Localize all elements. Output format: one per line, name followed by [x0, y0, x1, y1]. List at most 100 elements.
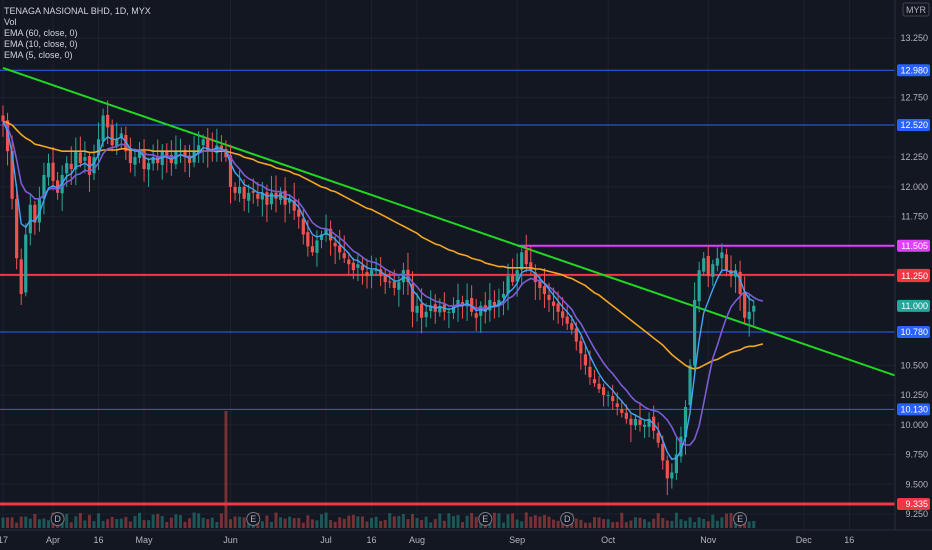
candle-body: [624, 412, 628, 419]
volume-bar: [715, 520, 719, 528]
volume-bar: [520, 521, 524, 528]
candle-body: [492, 301, 496, 306]
event-marker-circle: [560, 512, 575, 526]
volume-bar: [338, 517, 342, 528]
volume-bar: [65, 513, 69, 528]
candle-body: [5, 120, 10, 152]
candle-body: [142, 150, 146, 170]
candle-body: [288, 198, 292, 203]
volume-bar: [451, 516, 455, 528]
volume-bar: [615, 521, 619, 528]
volume-bar: [456, 514, 460, 528]
volume-bar: [392, 516, 396, 528]
y-tick-label: 12.000: [900, 182, 928, 192]
volume-bar: [383, 519, 387, 528]
candle-body: [747, 311, 751, 320]
volume-bar: [474, 516, 478, 528]
candle-body: [715, 258, 719, 266]
volume-bar: [297, 517, 301, 528]
event-marker-label: E: [250, 514, 256, 524]
y-tick-label: 12.750: [900, 93, 928, 103]
ema5-line: [2, 121, 755, 461]
volume-bar: [729, 513, 733, 528]
y-tick-label: 11.750: [901, 212, 928, 222]
candle-body: [506, 276, 510, 294]
volume-bar: [47, 520, 50, 528]
volume-bar: [647, 521, 651, 528]
volume-bar: [115, 518, 119, 528]
x-tick-label: Sep: [509, 535, 525, 545]
volume-bar: [215, 522, 219, 528]
volume-bar: [19, 516, 23, 528]
candle-body: [260, 192, 264, 200]
volume-bar: [156, 513, 160, 528]
volume-bar: [133, 516, 137, 528]
vol-legend-label[interactable]: Vol: [4, 17, 17, 27]
volume-bar: [556, 520, 560, 528]
x-tick-label: 16: [844, 535, 854, 545]
volume-bar: [292, 518, 296, 528]
price-badges: 12.98012.52011.50511.26010.78010.1309.33…: [897, 64, 930, 510]
candle-body: [315, 240, 319, 253]
candle-body: [115, 139, 119, 147]
symbol-title[interactable]: TENAGA NASIONAL BHD, 1D, MYX: [4, 6, 151, 16]
volume-bar: [606, 519, 610, 528]
candle-body: [242, 186, 246, 199]
candle-body: [92, 157, 96, 174]
volume-bar: [670, 520, 674, 528]
candle-body: [69, 163, 73, 170]
volume-bar: [306, 515, 310, 528]
candle-body: [447, 311, 451, 313]
volume-bar: [310, 519, 314, 528]
candle-body: [679, 436, 683, 457]
candle-body: [693, 299, 697, 366]
volume-bar: [470, 513, 474, 528]
volume-bar: [702, 518, 706, 528]
volume-bar: [620, 512, 624, 528]
candle-body: [137, 151, 142, 158]
event-marker-circle: [246, 512, 261, 526]
volume-bar: [370, 518, 374, 528]
candle-body: [206, 137, 210, 152]
ema60-legend-label[interactable]: EMA (60, close, 0): [4, 28, 78, 38]
price-badge: [897, 119, 930, 132]
ema5-legend-label[interactable]: EMA (5, close, 0): [4, 50, 73, 60]
volume-bar: [415, 518, 419, 528]
candle-body: [401, 270, 405, 283]
candle-body: [124, 134, 128, 152]
price-badge-label: 11.250: [901, 271, 928, 281]
candle-body: [65, 163, 69, 174]
event-marker-circle: [50, 512, 65, 526]
volume-bar: [515, 519, 519, 528]
candle-body: [588, 366, 592, 378]
candle-body: [233, 186, 237, 193]
volume-bar: [192, 512, 196, 528]
x-tick-label: May: [136, 535, 154, 545]
volume-bar: [734, 521, 738, 528]
volume-bar: [724, 513, 728, 528]
candle-body: [351, 262, 355, 271]
ema10-legend-label[interactable]: EMA (10, close, 0): [4, 39, 78, 49]
candle-body: [620, 409, 624, 413]
volume-bar: [315, 520, 319, 528]
x-tick-label: 17: [0, 535, 8, 545]
candle-body: [415, 305, 419, 313]
currency-badge: [902, 2, 930, 17]
candle-body: [524, 250, 528, 265]
candle-body: [561, 311, 565, 318]
candle-body: [128, 149, 132, 164]
candle-body: [388, 281, 392, 283]
volume-bar: [188, 518, 192, 528]
volume-bar: [747, 521, 751, 528]
candle-body: [529, 262, 533, 271]
volume-bar: [97, 513, 101, 528]
volume-bar: [429, 522, 433, 528]
candle-body: [670, 472, 674, 479]
candle-body: [501, 293, 506, 298]
candle-body: [292, 200, 296, 211]
candle-body: [711, 264, 715, 277]
volume-bar: [433, 519, 437, 528]
volume-bar: [351, 514, 355, 528]
grid-lines: [0, 0, 895, 530]
